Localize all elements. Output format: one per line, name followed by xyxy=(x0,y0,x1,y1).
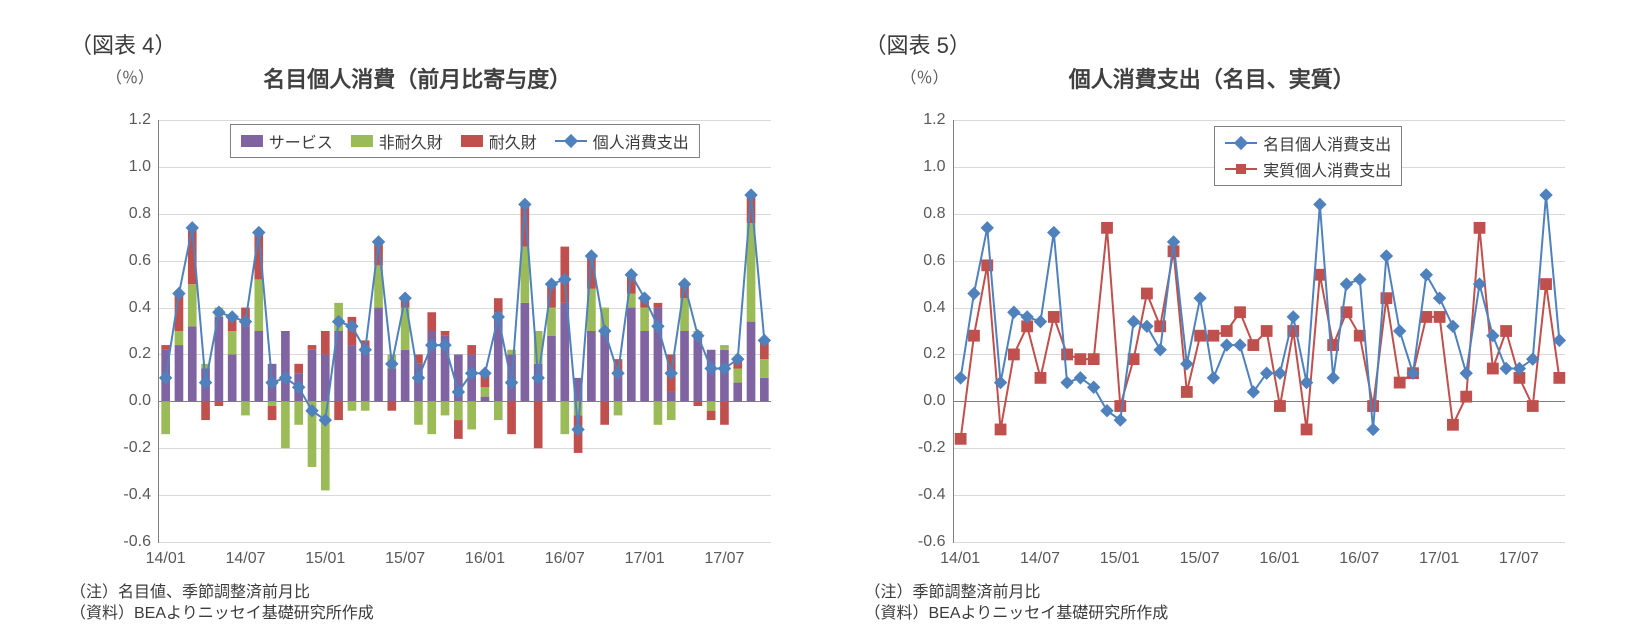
xtick-label: 14/07 xyxy=(1020,550,1060,568)
ytick-label: 0.2 xyxy=(129,345,151,363)
fig5-label: （図表 5） xyxy=(865,28,1590,60)
chart4-body: （％） 名目個人消費（前月比寄与度） サービス非耐久財耐久財個人消費支出 -0.… xyxy=(40,62,795,625)
xtick-label: 15/01 xyxy=(1100,550,1140,568)
ytick-label: 0.8 xyxy=(923,205,945,223)
page-root: （図表 4） （％） 名目個人消費（前月比寄与度） サービス非耐久財耐久財個人消… xyxy=(0,0,1629,625)
legend-item-real: 実質個人消費支出 xyxy=(1225,157,1391,181)
legend-label: 非耐久財 xyxy=(379,129,443,153)
xtick-label: 17/07 xyxy=(1499,550,1539,568)
chart4-footnote1: （注）名目値、季節調整済前月比 xyxy=(70,583,795,604)
xtick-label: 16/01 xyxy=(465,550,505,568)
ytick-label: 1.0 xyxy=(923,158,945,176)
fig4-label: （図表 4） xyxy=(70,28,795,60)
xtick-label: 14/07 xyxy=(225,550,265,568)
ytick-label: -0.6 xyxy=(918,533,946,551)
xtick-label: 17/07 xyxy=(704,550,744,568)
legend-label: 実質個人消費支出 xyxy=(1263,157,1391,181)
chart5-footnote1: （注）季節調整済前月比 xyxy=(865,583,1590,604)
ytick-label: 0.0 xyxy=(923,392,945,410)
xtick-label: 17/01 xyxy=(625,550,665,568)
ytick-label: 0.4 xyxy=(129,299,151,317)
chart5-plot-area: 名目個人消費支出実質個人消費支出 -0.6-0.4-0.20.00.20.40.… xyxy=(953,120,1566,543)
xtick-label: 15/07 xyxy=(1180,550,1220,568)
legend-item-durable: 耐久財 xyxy=(461,129,537,153)
chart5-body: （％） 個人消費支出（名目、実質） 名目個人消費支出実質個人消費支出 -0.6-… xyxy=(835,62,1590,625)
panel-chart4: （図表 4） （％） 名目個人消費（前月比寄与度） サービス非耐久財耐久財個人消… xyxy=(20,10,815,625)
ytick-label: 0.6 xyxy=(923,252,945,270)
ytick-label: 0.8 xyxy=(129,205,151,223)
xtick-label: 15/07 xyxy=(385,550,425,568)
xtick-label: 15/01 xyxy=(305,550,345,568)
ytick-label: -0.2 xyxy=(918,439,946,457)
legend-item-services: サービス xyxy=(241,129,333,153)
ytick-label: 0.6 xyxy=(129,252,151,270)
xtick-label: 14/01 xyxy=(940,550,980,568)
ytick-label: -0.4 xyxy=(918,486,946,504)
chart5-legend: 名目個人消費支出実質個人消費支出 xyxy=(1214,126,1402,186)
ytick-label: -0.2 xyxy=(123,439,151,457)
ytick-label: -0.6 xyxy=(123,533,151,551)
chart4-footnote2: （資料）BEAよりニッセイ基礎研究所作成 xyxy=(70,604,795,625)
legend-label: 個人消費支出 xyxy=(593,129,689,153)
ytick-label: 0.0 xyxy=(129,392,151,410)
ytick-label: -0.4 xyxy=(123,486,151,504)
xtick-label: 17/01 xyxy=(1419,550,1459,568)
legend-label: サービス xyxy=(269,129,333,153)
xtick-label: 16/07 xyxy=(545,550,585,568)
chart5-y-unit: （％） xyxy=(901,64,949,88)
chart4-legend: サービス 非耐久財 耐久財 個人消費支出 xyxy=(230,124,700,158)
legend-label: 名目個人消費支出 xyxy=(1263,131,1391,155)
legend-label: 耐久財 xyxy=(489,129,537,153)
ytick-label: 1.0 xyxy=(129,158,151,176)
legend-item-pce: 個人消費支出 xyxy=(555,129,689,153)
chart4-plotwrap: サービス 非耐久財 耐久財 個人消費支出 -0.6 -0.4 -0.2 0.0 0.2 0.4 0… xyxy=(100,120,775,583)
chart4-y-unit: （％） xyxy=(106,64,154,88)
chart5-footnote2: （資料）BEAよりニッセイ基礎研究所作成 xyxy=(865,604,1590,625)
ytick-label: 0.4 xyxy=(923,299,945,317)
ytick-label: 1.2 xyxy=(923,111,945,129)
chart5-plotwrap: 名目個人消費支出実質個人消費支出 -0.6 -0.4 -0.2 0.0 0.2 0.4 0.… xyxy=(895,120,1570,583)
ytick-label: 1.2 xyxy=(129,111,151,129)
legend-item-nondurable: 非耐久財 xyxy=(351,129,443,153)
xtick-label: 16/01 xyxy=(1259,550,1299,568)
panel-chart5: （図表 5） （％） 個人消費支出（名目、実質） 名目個人消費支出実質個人消費支… xyxy=(815,10,1610,625)
xtick-label: 14/01 xyxy=(146,550,186,568)
xtick-label: 16/07 xyxy=(1339,550,1379,568)
ytick-label: 0.2 xyxy=(923,345,945,363)
legend-item-nominal: 名目個人消費支出 xyxy=(1225,131,1391,155)
chart4-plot-area: サービス非耐久財耐久財個人消費支出 -0.6-0.4-0.20.00.20.40… xyxy=(158,120,771,543)
